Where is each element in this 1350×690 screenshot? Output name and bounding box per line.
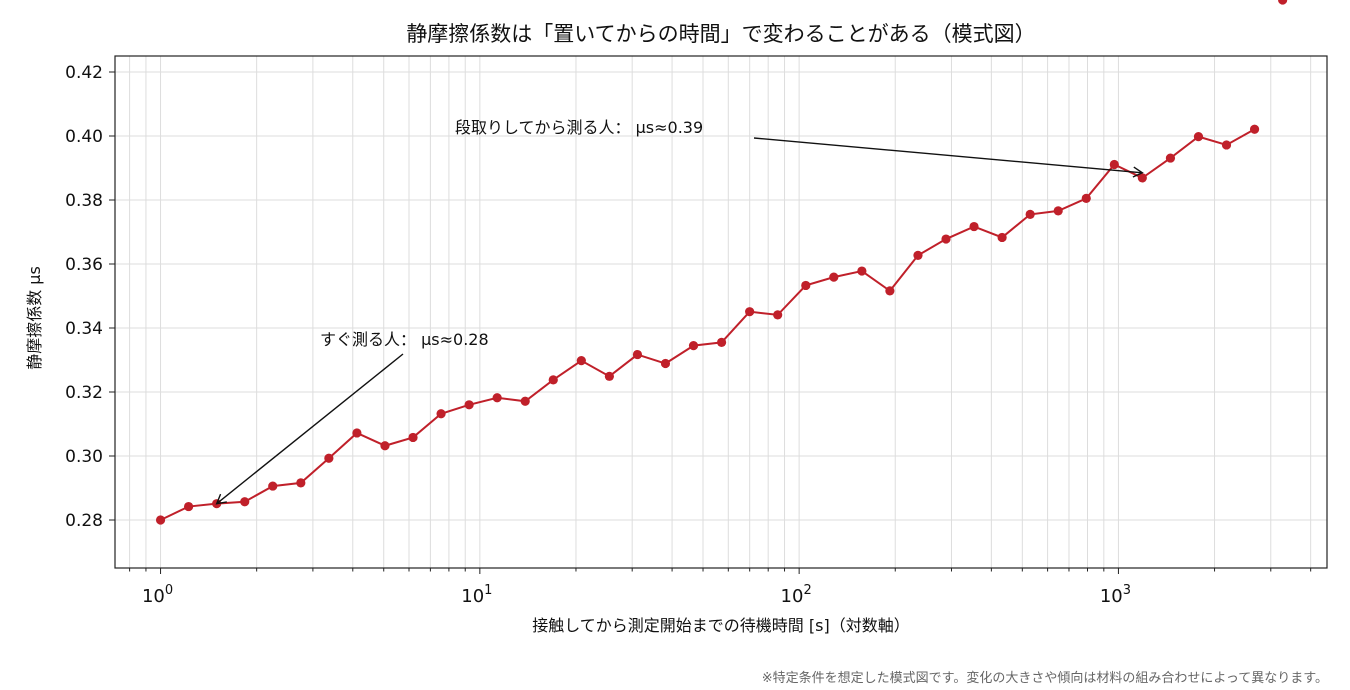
annotation-arrow [215, 353, 404, 505]
data-point [268, 481, 278, 491]
x-axis-ticks: 100 101 102 103 [129, 568, 1312, 607]
data-point [324, 453, 334, 463]
data-point [801, 280, 811, 291]
annotation-quick-measure: すぐ測る人： μs≈0.28 [320, 330, 489, 349]
data-point [380, 441, 390, 451]
y-tick-label: 0.28 [65, 511, 103, 531]
data-point [1053, 206, 1063, 216]
data-point [997, 232, 1007, 243]
data-point [576, 356, 586, 366]
data-point [464, 400, 474, 410]
y-axis-label: 静摩擦係数 μs [25, 266, 44, 370]
data-point [1221, 140, 1232, 150]
data-point [1081, 193, 1091, 203]
data-point [548, 375, 558, 385]
data-point [436, 409, 446, 419]
data-point [716, 337, 727, 347]
y-tick-label: 0.42 [65, 63, 103, 83]
data-point [688, 341, 699, 351]
data-point [1109, 159, 1119, 170]
data-point [520, 396, 530, 406]
data-point [1249, 124, 1260, 134]
data-point [660, 358, 671, 369]
data-point [1278, 0, 1288, 5]
y-tick-label: 0.40 [65, 127, 103, 147]
data-point [829, 272, 839, 282]
data-point [913, 250, 923, 260]
data-point [183, 501, 194, 512]
data-point [857, 266, 867, 276]
x-tick-label: 101 [461, 583, 492, 607]
annotation-arrow [753, 137, 1144, 178]
chart-title: 静摩擦係数は「置いてからの時間」で変わることがある（模式図） [406, 22, 1036, 46]
data-point [492, 393, 502, 403]
series-line [160, 128, 1256, 521]
data-point [1137, 173, 1147, 183]
y-tick-label: 0.38 [65, 191, 103, 211]
data-point [941, 234, 951, 244]
data-point [352, 428, 362, 438]
series-line-group [155, 0, 1288, 525]
data-point [745, 307, 755, 317]
data-point [408, 432, 418, 443]
y-tick-label: 0.30 [65, 447, 103, 467]
y-tick-label: 0.34 [65, 319, 103, 339]
data-point [155, 515, 166, 525]
data-point [1193, 132, 1204, 142]
data-point [1165, 153, 1176, 163]
y-tick-label: 0.36 [65, 255, 103, 275]
footnote: ※特定条件を想定した模式図です。変化の大きさや傾向は材料の組み合わせによって異な… [761, 671, 1328, 686]
annotation-prepared-measure: 段取りしてから測る人： μs≈0.39 [455, 118, 704, 137]
data-point [885, 286, 895, 296]
data-point [969, 221, 979, 232]
annotation-arrows [215, 137, 1144, 505]
x-tick-label: 100 [142, 583, 173, 607]
y-axis-ticks: 0.28 0.30 0.32 0.34 0.36 0.38 0.40 0.42 [65, 63, 115, 531]
x-tick-label: 102 [781, 583, 812, 607]
x-tick-label: 103 [1100, 583, 1131, 607]
data-point [1025, 209, 1035, 219]
data-point [296, 478, 306, 488]
data-point [632, 349, 643, 360]
plot-frame [114, 55, 1328, 569]
data-point [604, 371, 614, 381]
grid-lines [115, 56, 1327, 568]
data-point [240, 497, 250, 507]
data-point [773, 310, 783, 320]
x-axis-label: 接触してから測定開始までの待機時間 [s]（対数軸） [532, 616, 910, 635]
y-tick-label: 0.32 [65, 383, 103, 403]
